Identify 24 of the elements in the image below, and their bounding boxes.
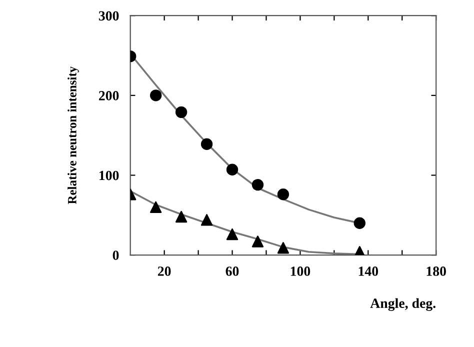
y-tick-label: 300	[98, 11, 119, 21]
x-tick-label: 100	[290, 266, 310, 276]
x-tick-label: 20	[158, 266, 171, 276]
point	[252, 178, 264, 191]
point	[354, 217, 366, 229]
y-tick-label: 0	[112, 250, 119, 260]
point	[175, 210, 188, 223]
x-axis-title: Angle, deg.	[370, 298, 436, 311]
point	[200, 214, 213, 226]
point	[150, 201, 162, 214]
point	[150, 90, 162, 102]
point	[226, 228, 238, 240]
point	[200, 138, 213, 150]
point	[252, 236, 264, 248]
x-tick-label: 60	[226, 266, 239, 276]
point	[277, 188, 290, 200]
x-tick-label: 180	[426, 266, 446, 276]
y-tick-label: 200	[98, 91, 119, 100]
point	[277, 242, 290, 254]
point	[226, 164, 238, 176]
x-tick-label: 140	[358, 266, 378, 276]
y-tick-label: 100	[100, 170, 119, 180]
y-axis-title: Relative neutron intensity	[68, 66, 79, 204]
point	[175, 106, 188, 118]
